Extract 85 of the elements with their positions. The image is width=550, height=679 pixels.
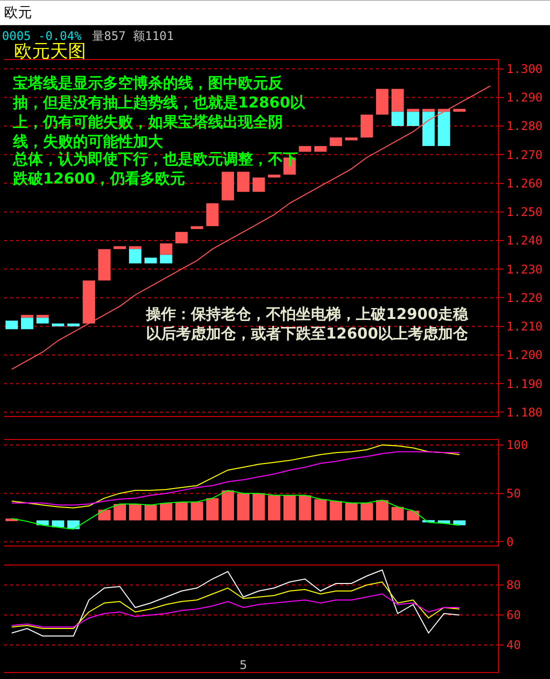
bar: [376, 88, 388, 115]
y-tick-label: 100: [506, 438, 528, 452]
bar: [391, 112, 404, 126]
y-tick-label: 1.180: [506, 405, 543, 420]
bar: [6, 320, 18, 330]
y-tick-label: 40: [506, 638, 521, 652]
bar: [129, 504, 142, 520]
bar: [129, 249, 142, 264]
bar: [114, 504, 126, 520]
bar: [406, 510, 420, 520]
line-series: [11, 451, 460, 506]
bar: [345, 137, 358, 140]
y-tick-label: 50: [506, 486, 521, 501]
bar: [237, 493, 250, 520]
line-series: [11, 490, 460, 530]
text: 欧元: [4, 5, 32, 21]
y-tick-label: 1.240: [506, 234, 543, 248]
bar: [268, 495, 280, 520]
bar: [206, 203, 219, 226]
bar: [98, 249, 111, 281]
line-series: [11, 582, 460, 630]
bar: [222, 490, 234, 520]
bar: [114, 246, 126, 250]
bar: [36, 314, 49, 318]
bar: [206, 498, 219, 520]
y-tick-label: 1.290: [506, 90, 543, 105]
bar: [268, 174, 280, 178]
bar: [67, 323, 80, 326]
bar: [252, 178, 265, 192]
y-tick-label: 1.190: [506, 376, 543, 391]
y-tick-label: 80: [506, 578, 521, 592]
bar: [314, 146, 327, 152]
bar: [144, 258, 157, 264]
bar: [52, 323, 64, 326]
line-series: [11, 444, 460, 508]
bar: [391, 506, 404, 520]
y-tick-label: 1.300: [506, 62, 543, 76]
chart-title: 欧元天图: [14, 41, 86, 62]
bar: [406, 112, 420, 126]
bar: [422, 112, 435, 146]
y-tick-label: 1.270: [506, 148, 543, 162]
y-tick-label: 1.280: [506, 119, 543, 134]
bar: [360, 503, 373, 520]
bar: [190, 502, 204, 520]
bar: [330, 137, 342, 146]
x-tick-label: 5: [239, 658, 248, 672]
text: 量857 额1101: [92, 29, 174, 43]
y-tick-label: 1.200: [506, 348, 543, 362]
y-tick-label: 1.230: [506, 262, 543, 276]
line-series: [11, 594, 460, 628]
y-tick-label: 1.260: [506, 176, 543, 190]
bar: [345, 503, 358, 520]
bar: [144, 504, 157, 520]
line-series: [11, 570, 460, 637]
bar: [438, 112, 450, 146]
bar: [175, 232, 188, 244]
y-tick-label: 1.220: [506, 290, 543, 305]
bar: [314, 499, 327, 520]
bar: [360, 114, 373, 138]
y-tick-label: 60: [506, 608, 521, 622]
bar: [20, 318, 34, 330]
bar: [129, 246, 142, 250]
bar: [98, 510, 111, 520]
bar: [252, 493, 265, 520]
bar: [237, 172, 250, 192]
y-tick-label: 0: [506, 534, 514, 549]
bar: [160, 254, 172, 264]
bar: [175, 502, 188, 520]
annotation: 操作：保持老仓，不怕坐电梯，上破12900走稳以后考虑加仓，或者下跌至12600以上考虑加仓: [145, 305, 470, 342]
bar: [160, 503, 172, 520]
bar: [298, 146, 312, 152]
text: 0005 -0.04%: [2, 29, 82, 43]
y-tick-label: 1.210: [506, 320, 543, 334]
bar: [82, 280, 96, 324]
bar: [298, 495, 312, 520]
bar: [283, 495, 296, 520]
bar: [20, 314, 34, 318]
bar: [376, 500, 388, 520]
bar: [160, 243, 172, 255]
bar: [391, 88, 404, 112]
y-tick-label: 1.250: [506, 205, 543, 220]
bar: [330, 501, 342, 520]
bar: [36, 318, 49, 324]
bar: [190, 226, 204, 230]
bar: [222, 172, 234, 200]
